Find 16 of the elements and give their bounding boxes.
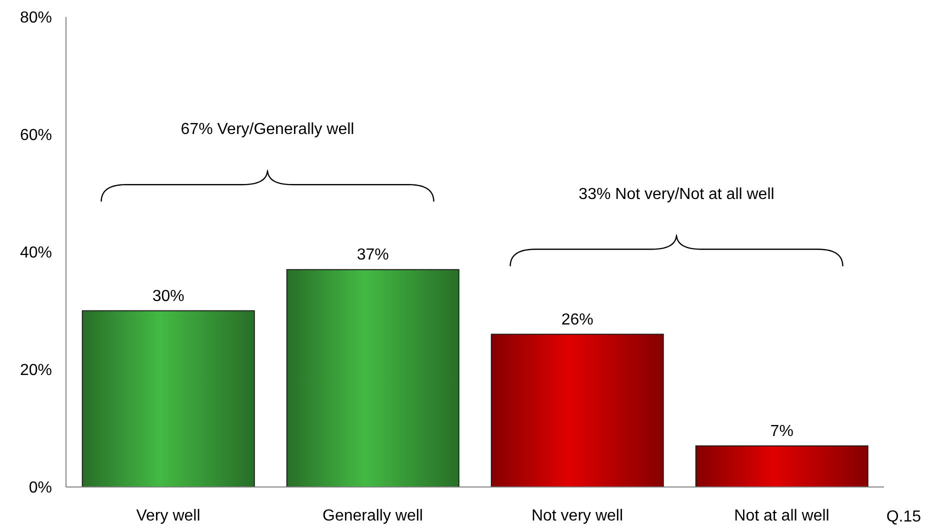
- x-tick-label: Not at all well: [734, 507, 830, 524]
- data-label: 7%: [770, 422, 794, 440]
- y-tick-label: 0%: [28, 480, 52, 497]
- y-tick-label: 60%: [20, 127, 52, 144]
- y-tick-label: 40%: [20, 244, 52, 262]
- x-tick-label: Not very well: [531, 507, 624, 524]
- data-label: 37%: [356, 246, 389, 264]
- y-tick-label: 80%: [20, 10, 52, 27]
- x-tick-label: Very well: [136, 507, 200, 524]
- x-tick-label: Generally well: [322, 507, 423, 524]
- annotation: 33% Not very/Not at all well: [578, 186, 774, 203]
- annotation: 67% Very/Generally well: [180, 121, 354, 138]
- text: Q.15: [886, 508, 922, 526]
- data-label: 30%: [152, 288, 184, 305]
- y-tick-label: 20%: [20, 362, 52, 380]
- data-label: 26%: [561, 311, 594, 328]
